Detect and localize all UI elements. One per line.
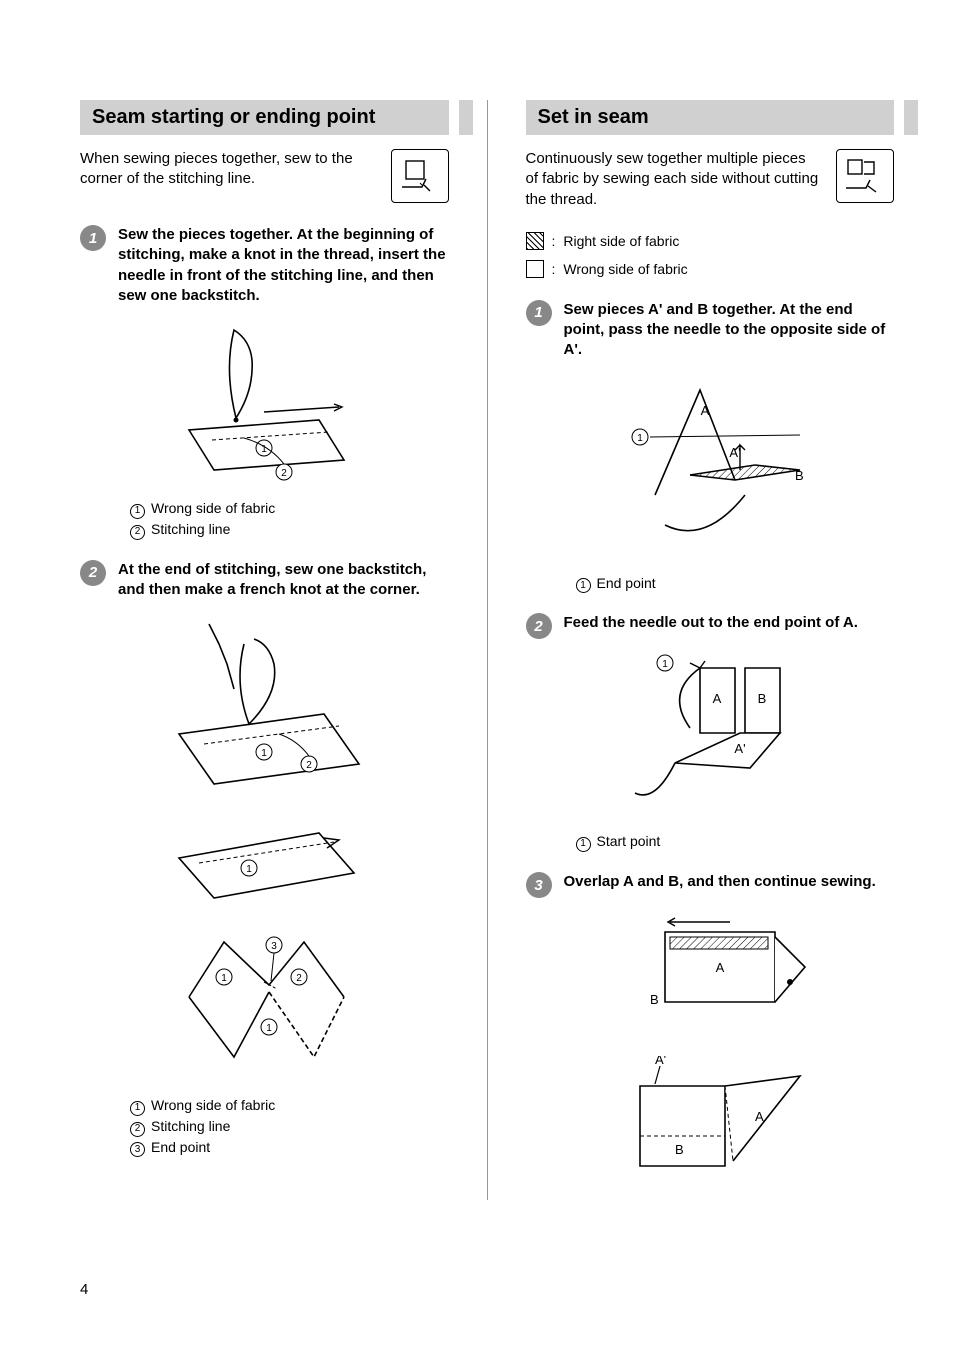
left-column: Seam starting or ending point When sewin…	[80, 100, 449, 1200]
svg-text:1: 1	[637, 433, 643, 444]
multi-piece-icon	[836, 149, 894, 203]
legend-right-2: 1Start point	[576, 831, 895, 852]
right-step-1: 1 Sew pieces A' and B together. At the e…	[526, 300, 895, 361]
svg-text:A: A	[712, 691, 721, 706]
step-number-badge: 1	[526, 300, 552, 326]
diagram-right-3b: A' A B	[605, 1056, 815, 1186]
legend-item: 1Wrong side of fabric	[130, 498, 449, 519]
svg-text:A': A'	[734, 741, 745, 756]
left-step-2: 2 At the end of stitching, sew one backs…	[80, 560, 449, 601]
svg-text:A: A	[755, 1109, 764, 1124]
svg-text:1: 1	[221, 973, 227, 984]
legend-left-1: 1Wrong side of fabric 2Stitching line	[130, 498, 449, 540]
fabric-legend-right: : Right side of fabric	[526, 232, 895, 250]
diagram-left-1: 1 2	[164, 320, 364, 490]
page-columns: Seam starting or ending point When sewin…	[80, 100, 894, 1200]
legend-item: 2Stitching line	[130, 519, 449, 540]
section-header-right: Set in seam	[526, 100, 895, 135]
right-step-2: 2 Feed the needle out to the end point o…	[526, 613, 895, 639]
section-header-left: Seam starting or ending point	[80, 100, 449, 135]
legend-item: 1End point	[576, 573, 895, 594]
intro-text-left: When sewing pieces together, sew to the …	[80, 149, 377, 190]
svg-text:1: 1	[246, 864, 252, 875]
diagram-right-1: 1 A A' B	[595, 375, 825, 565]
intro-row-left: When sewing pieces together, sew to the …	[80, 149, 449, 203]
step-number-badge: 2	[80, 560, 106, 586]
step-number-badge: 1	[80, 225, 106, 251]
blank-swatch-icon	[526, 260, 544, 278]
svg-text:B: B	[757, 691, 766, 706]
svg-text:A': A'	[655, 1056, 666, 1067]
left-step-1: 1 Sew the pieces together. At the beginn…	[80, 225, 449, 306]
diagram-right-2: 1 A B A'	[605, 653, 815, 823]
intro-row-right: Continuously sew together multiple piece…	[526, 149, 895, 210]
diagram-left-2a: 1 2	[159, 614, 369, 804]
hatched-swatch-icon	[526, 232, 544, 250]
fabric-legend-wrong: : Wrong side of fabric	[526, 260, 895, 278]
svg-text:A': A'	[729, 445, 740, 460]
svg-text:A: A	[700, 403, 709, 418]
corner-stitch-icon	[391, 149, 449, 203]
diagram-left-2b: 1	[169, 818, 359, 913]
svg-text:2: 2	[306, 760, 312, 771]
fabric-right-label: Right side of fabric	[563, 233, 679, 249]
svg-text:3: 3	[271, 941, 277, 952]
legend-item: 1Wrong side of fabric	[130, 1095, 449, 1116]
svg-text:A: A	[715, 960, 724, 975]
right-column: Set in seam Continuously sew together mu…	[526, 100, 895, 1200]
svg-text:B: B	[650, 992, 659, 1007]
legend-item: 1Start point	[576, 831, 895, 852]
page-number: 4	[80, 1281, 88, 1298]
step-text: Sew the pieces together. At the beginnin…	[118, 225, 449, 306]
diagram-left-2c: 1 1 2 3	[169, 927, 359, 1087]
diagram-right-3a: A B	[610, 912, 810, 1042]
step-text: Overlap A and B, and then continue sewin…	[564, 872, 895, 898]
svg-text:2: 2	[296, 973, 302, 984]
legend-item: 2Stitching line	[130, 1116, 449, 1137]
svg-text:B: B	[795, 468, 804, 483]
right-step-3: 3 Overlap A and B, and then continue sew…	[526, 872, 895, 898]
column-divider	[487, 100, 488, 1200]
step-number-badge: 3	[526, 872, 552, 898]
svg-text:2: 2	[281, 468, 287, 479]
svg-text:1: 1	[662, 659, 668, 670]
legend-right-1: 1End point	[576, 573, 895, 594]
step-number-badge: 2	[526, 613, 552, 639]
svg-text:1: 1	[266, 1023, 272, 1034]
step-text: At the end of stitching, sew one backsti…	[118, 560, 449, 601]
legend-left-2: 1Wrong side of fabric 2Stitching line 3E…	[130, 1095, 449, 1157]
svg-text:1: 1	[261, 748, 267, 759]
fabric-wrong-label: Wrong side of fabric	[563, 261, 687, 277]
legend-item: 3End point	[130, 1137, 449, 1158]
svg-text:B: B	[675, 1142, 684, 1157]
step-text: Feed the needle out to the end point of …	[564, 613, 895, 639]
intro-text-right: Continuously sew together multiple piece…	[526, 149, 823, 210]
step-text: Sew pieces A' and B together. At the end…	[564, 300, 895, 361]
